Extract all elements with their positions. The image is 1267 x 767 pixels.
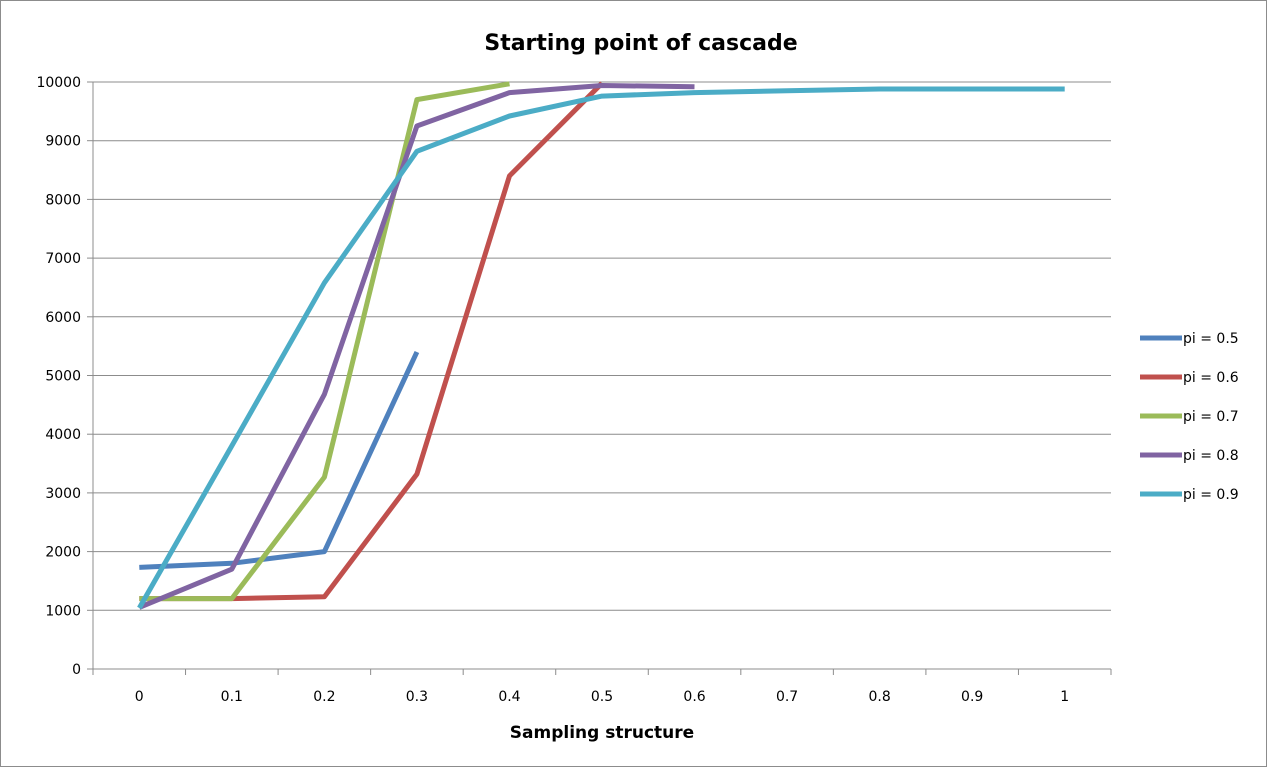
x-tick-label: 0.2 bbox=[313, 689, 335, 705]
x-tick-label: 0.6 bbox=[683, 689, 705, 705]
y-tick-label: 4000 bbox=[45, 427, 81, 443]
x-tick-label: 0.8 bbox=[869, 689, 891, 705]
x-tick-label: 0.9 bbox=[961, 689, 983, 705]
y-tick-label: 2000 bbox=[45, 545, 81, 561]
series-line-3 bbox=[139, 81, 510, 602]
legend-item: pi = 0.8 bbox=[1140, 448, 1239, 464]
legend-item: pi = 0.5 bbox=[1140, 331, 1239, 347]
series-lines bbox=[137, 81, 1065, 610]
series-line-2 bbox=[139, 81, 604, 602]
y-tick-label: 7000 bbox=[45, 251, 81, 267]
x-tick-label: 0.1 bbox=[221, 689, 243, 705]
legend-label: pi = 0.5 bbox=[1183, 331, 1239, 347]
legend-label: pi = 0.9 bbox=[1183, 487, 1239, 503]
x-tick-label: 0.4 bbox=[498, 689, 520, 705]
legend-label: pi = 0.7 bbox=[1183, 409, 1239, 425]
x-tick-label: 1 bbox=[1060, 689, 1069, 705]
y-tick-label: 10000 bbox=[36, 75, 81, 91]
y-tick-label: 5000 bbox=[45, 369, 81, 385]
y-tick-label: 8000 bbox=[45, 192, 81, 208]
y-tick-label: 1000 bbox=[45, 603, 81, 619]
series-line-4 bbox=[138, 83, 695, 610]
x-tick-label: 0.5 bbox=[591, 689, 613, 705]
legend-item: pi = 0.6 bbox=[1140, 370, 1239, 386]
x-axis-title: Sampling structure bbox=[510, 723, 694, 743]
y-tick-label: 0 bbox=[72, 662, 81, 678]
legend-label: pi = 0.6 bbox=[1183, 370, 1239, 386]
series-line-1 bbox=[139, 350, 420, 570]
legend: pi = 0.5 pi = 0.6 pi = 0.7 pi = 0.8 pi = 0.9 bbox=[1140, 331, 1239, 503]
x-tick-label: 0.7 bbox=[776, 689, 798, 705]
x-tick-label: 0.3 bbox=[406, 689, 428, 705]
gridlines bbox=[93, 81, 1111, 611]
series-line-5 bbox=[137, 86, 1065, 610]
y-tick-label: 9000 bbox=[45, 134, 81, 150]
legend-label: pi = 0.8 bbox=[1183, 448, 1239, 464]
chart-title: Starting point of cascade bbox=[484, 31, 797, 56]
y-tick-label: 6000 bbox=[45, 310, 81, 326]
legend-item: pi = 0.9 bbox=[1140, 487, 1239, 503]
x-tick-label: 0 bbox=[135, 689, 144, 705]
axes: 0100020003000400050006000700080009000100… bbox=[36, 75, 1112, 705]
legend-item: pi = 0.7 bbox=[1140, 409, 1239, 425]
y-tick-label: 3000 bbox=[45, 486, 81, 502]
